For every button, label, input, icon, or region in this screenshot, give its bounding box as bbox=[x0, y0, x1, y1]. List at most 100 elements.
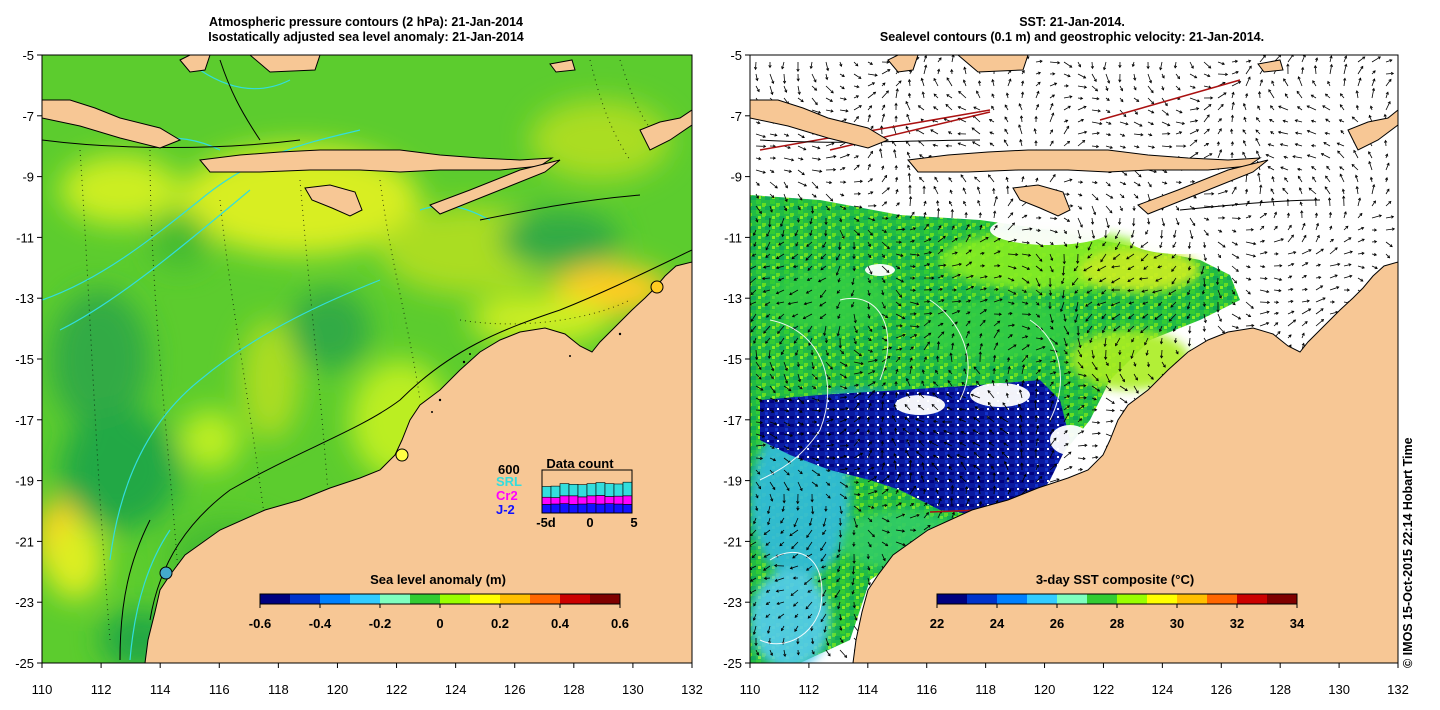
velocity-arrowhead bbox=[1093, 397, 1097, 401]
velocity-arrow bbox=[1077, 457, 1086, 460]
velocity-arrowhead bbox=[856, 428, 860, 432]
velocity-arrow bbox=[1278, 105, 1289, 111]
velocity-arrowhead bbox=[995, 499, 999, 504]
velocity-arrow bbox=[947, 406, 953, 411]
velocity-arrow bbox=[1201, 265, 1205, 275]
velocity-arrowhead bbox=[1167, 132, 1171, 136]
velocity-arrowhead bbox=[774, 578, 778, 582]
velocity-arrow bbox=[797, 193, 803, 201]
velocity-arrow bbox=[918, 393, 925, 399]
velocity-arrowhead bbox=[753, 521, 757, 525]
velocity-arrowhead bbox=[1067, 371, 1072, 375]
velocity-arrow bbox=[904, 417, 911, 423]
velocity-arrowhead bbox=[1389, 59, 1393, 63]
velocity-arrowhead bbox=[857, 438, 860, 442]
velocity-arrowhead bbox=[1292, 155, 1296, 159]
velocity-arrow bbox=[951, 263, 962, 267]
velocity-arrowhead bbox=[884, 174, 888, 179]
velocity-arrow bbox=[987, 402, 995, 411]
velocity-arrowhead bbox=[835, 272, 839, 276]
velocity-arrowhead bbox=[1296, 167, 1301, 171]
velocity-arrowhead bbox=[757, 121, 761, 125]
right-colorbar-tick-label: 26 bbox=[1050, 616, 1064, 631]
velocity-arrowhead bbox=[1342, 195, 1346, 199]
velocity-arrow bbox=[1077, 85, 1087, 88]
velocity-arrow bbox=[1273, 277, 1282, 281]
velocity-arrowhead bbox=[841, 235, 845, 240]
velocity-arrow bbox=[1217, 277, 1219, 285]
velocity-arrow bbox=[1021, 301, 1028, 305]
inset-frame bbox=[541, 469, 633, 514]
velocity-arrowhead bbox=[1320, 153, 1324, 156]
velocity-arrow bbox=[1189, 97, 1200, 102]
velocity-arrowhead bbox=[1142, 301, 1146, 305]
velocity-arrow bbox=[853, 205, 862, 208]
velocity-arrow bbox=[1155, 277, 1163, 282]
velocity-arrowhead bbox=[822, 531, 826, 536]
velocity-arrow bbox=[1175, 109, 1183, 113]
velocity-arrowhead bbox=[1057, 61, 1061, 65]
velocity-arrow bbox=[853, 371, 863, 375]
velocity-arrowhead bbox=[977, 199, 981, 204]
velocity-arrowhead bbox=[814, 420, 818, 424]
velocity-arrow bbox=[765, 301, 771, 306]
velocity-arrowhead bbox=[1107, 132, 1112, 137]
velocity-arrowhead bbox=[796, 507, 800, 511]
velocity-arrowhead bbox=[802, 316, 806, 320]
velocity-arrowhead bbox=[828, 385, 832, 389]
velocity-arrowhead bbox=[867, 292, 871, 297]
velocity-arrow bbox=[768, 349, 771, 359]
velocity-arrowhead bbox=[852, 605, 856, 609]
velocity-arrowhead bbox=[1377, 56, 1381, 60]
velocity-arrowhead bbox=[1369, 176, 1374, 180]
velocity-arrowhead bbox=[1115, 235, 1118, 240]
velocity-arrow bbox=[1231, 265, 1239, 272]
velocity-arrowhead bbox=[1051, 449, 1055, 453]
velocity-arrowhead bbox=[1310, 94, 1314, 98]
velocity-arrowhead bbox=[782, 80, 787, 84]
velocity-arrowhead bbox=[1080, 180, 1084, 184]
velocity-arrowhead bbox=[869, 349, 874, 353]
velocity-arrowhead bbox=[1186, 316, 1190, 320]
velocity-arrow bbox=[987, 390, 995, 399]
velocity-arrowhead bbox=[1096, 388, 1101, 392]
velocity-arrowhead bbox=[898, 502, 902, 506]
velocity-arrow bbox=[1343, 263, 1351, 267]
velocity-arrowhead bbox=[776, 601, 780, 606]
left-colorbar-swatch bbox=[320, 594, 351, 604]
velocity-arrowhead bbox=[868, 254, 872, 259]
velocity-arrow bbox=[1357, 252, 1365, 255]
velocity-arrow bbox=[909, 486, 916, 495]
velocity-arrowhead bbox=[1297, 76, 1301, 80]
velocity-arrowhead bbox=[1095, 378, 1099, 382]
velocity-arrowhead bbox=[951, 225, 955, 229]
velocity-arrowhead bbox=[983, 287, 987, 291]
velocity-arrow bbox=[1128, 313, 1135, 319]
velocity-arrowhead bbox=[1373, 252, 1378, 257]
velocity-arrow bbox=[1217, 61, 1225, 65]
velocity-arrowhead bbox=[971, 141, 976, 145]
velocity-arrow bbox=[1161, 349, 1163, 358]
velocity-arrow bbox=[895, 541, 906, 546]
velocity-arrow bbox=[1063, 217, 1070, 222]
velocity-arrow bbox=[895, 80, 902, 87]
velocity-arrowhead bbox=[1201, 291, 1205, 295]
velocity-arrowhead bbox=[916, 513, 920, 518]
velocity-arrowhead bbox=[851, 571, 856, 575]
velocity-arrowhead bbox=[1018, 124, 1022, 128]
velocity-arrow bbox=[1091, 132, 1100, 135]
velocity-arrow bbox=[1301, 333, 1305, 339]
velocity-arrowhead bbox=[851, 591, 855, 595]
velocity-arrow bbox=[937, 57, 942, 63]
velocity-arrowhead bbox=[1355, 104, 1360, 109]
velocity-arrowhead bbox=[1119, 207, 1123, 212]
velocity-arrow bbox=[909, 514, 920, 519]
velocity-arrowhead bbox=[767, 630, 771, 634]
velocity-arrow bbox=[1188, 337, 1191, 346]
velocity-arrowhead bbox=[766, 233, 770, 237]
velocity-arrow bbox=[1083, 265, 1093, 272]
velocity-arrowhead bbox=[797, 207, 801, 211]
velocity-arrowhead bbox=[1083, 75, 1087, 79]
velocity-arrow bbox=[1287, 300, 1293, 303]
velocity-arrowhead bbox=[856, 218, 860, 222]
